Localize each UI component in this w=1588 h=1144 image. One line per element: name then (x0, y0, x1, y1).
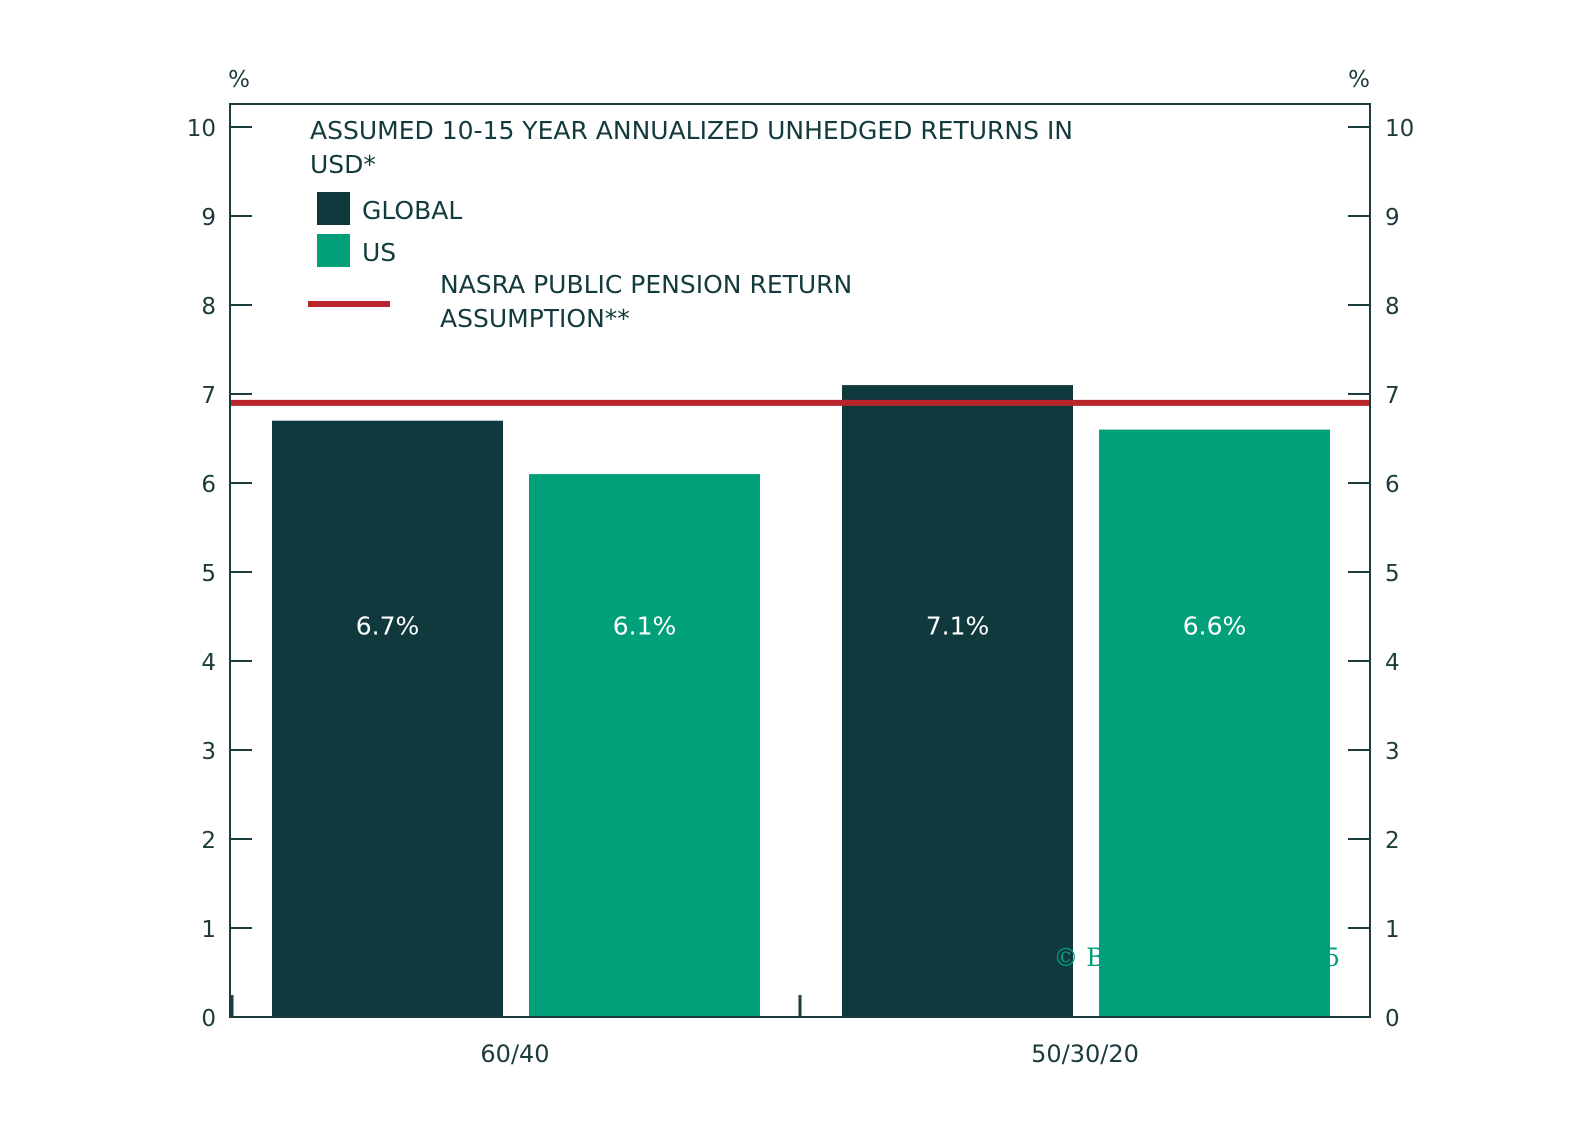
y-unit-right: % (1348, 67, 1370, 93)
y-tick-label-right: 7 (1385, 383, 1400, 409)
y-tick-label-right: 10 (1385, 116, 1414, 142)
y-tick-label-left: 3 (201, 739, 216, 765)
bars-layer (272, 385, 1330, 1018)
y-tick-label-right: 6 (1385, 472, 1400, 498)
y-tick-label-left: 1 (201, 917, 216, 943)
y-tick-label-left: 4 (201, 650, 216, 676)
y-tick-label-left: 5 (201, 561, 216, 587)
y-tick-label-right: 9 (1385, 205, 1400, 231)
bar-data-label: 6.1% (613, 611, 677, 640)
legend-label-global: GLOBAL (362, 196, 462, 225)
y-tick-label-left: 0 (201, 1006, 216, 1032)
legend-swatch-us (317, 234, 350, 267)
legend-title-line: USD* (310, 150, 376, 179)
plot-frame (229, 103, 1371, 1018)
y-tick-label-right: 2 (1385, 828, 1400, 854)
bar-data-label: 7.1% (926, 611, 990, 640)
y-tick-label-right: 0 (1385, 1006, 1400, 1032)
bar-global-1 (842, 385, 1073, 1018)
y-tick-label-right: 4 (1385, 650, 1400, 676)
y-tick-label-left: 10 (187, 116, 216, 142)
y-tick-label-right: 1 (1385, 917, 1400, 943)
y-tick-label-left: 9 (201, 205, 216, 231)
bar-data-label: 6.7% (356, 611, 420, 640)
copyright-text: © BCA Research 2025 (1053, 943, 1340, 972)
y-tick-label-right: 3 (1385, 739, 1400, 765)
legend-label-reference-line: ASSUMPTION** (440, 304, 630, 333)
bar-labels-layer: 6.7% 6.1% 7.1% 6.6% (356, 611, 1247, 640)
y-tick-label-left: 2 (201, 828, 216, 854)
bar-global-0 (272, 420, 503, 1017)
y-tick-label-left: 7 (201, 383, 216, 409)
y-tick-label-right: 8 (1385, 294, 1400, 320)
y-tick-label-left: 6 (201, 472, 216, 498)
bar-data-label: 6.6% (1183, 611, 1247, 640)
y-tick-label-left: 8 (201, 294, 216, 320)
bar-us-1 (1099, 429, 1330, 1018)
legend-title-line: ASSUMED 10-15 YEAR ANNUALIZED UNHEDGED R… (310, 116, 1073, 145)
category-label: 50/30/20 (1031, 1040, 1139, 1068)
axes-layer: 60/40 50/30/20 0 0 1 1 2 2 3 3 4 4 5 5 6 6 7 7 8 8 9 9 10 10%% (187, 67, 1415, 1068)
y-unit-left: % (228, 67, 250, 93)
y-tick-label-right: 5 (1385, 561, 1400, 587)
legend-label-reference-line: NASRA PUBLIC PENSION RETURN (440, 270, 852, 299)
bar-us-0 (529, 474, 760, 1018)
legend: ASSUMED 10-15 YEAR ANNUALIZED UNHEDGED R… (308, 116, 1073, 333)
legend-label-us: US (362, 238, 396, 267)
legend-swatch-global (317, 192, 350, 225)
category-label: 60/40 (480, 1040, 549, 1068)
